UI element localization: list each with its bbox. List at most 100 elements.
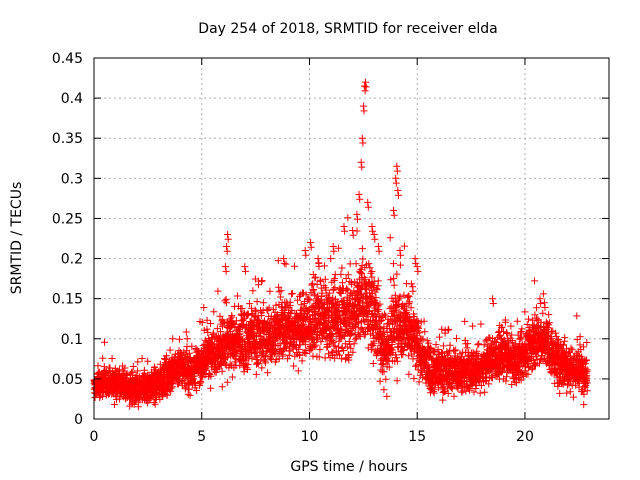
data-point <box>223 247 231 255</box>
data-point <box>361 87 369 95</box>
data-point <box>235 331 243 339</box>
data-point <box>224 235 232 243</box>
data-point <box>390 281 398 289</box>
data-point <box>492 339 500 346</box>
data-point <box>356 195 364 203</box>
data-point <box>450 347 458 355</box>
data-point <box>144 357 152 365</box>
data-point <box>517 376 525 384</box>
data-point <box>583 356 591 364</box>
data-point <box>439 342 447 350</box>
data-point <box>464 340 472 348</box>
data-point <box>580 343 587 351</box>
data-point <box>350 340 358 348</box>
data-point <box>236 330 244 338</box>
data-point <box>197 378 205 386</box>
data-point <box>134 358 142 366</box>
data-point <box>405 293 413 300</box>
data-point <box>266 287 274 295</box>
data-point <box>329 243 337 250</box>
axis-ticks <box>93 57 609 420</box>
data-point <box>186 391 194 399</box>
data-point <box>392 174 400 182</box>
data-point <box>286 347 294 355</box>
data-point <box>291 262 298 270</box>
data-point <box>231 358 239 366</box>
data-point <box>358 163 366 171</box>
data-point <box>322 286 330 294</box>
data-point <box>217 328 224 336</box>
data-point <box>323 327 330 335</box>
data-point <box>361 284 369 292</box>
data-point <box>537 300 545 307</box>
data-point <box>288 290 295 298</box>
data-point <box>533 304 540 312</box>
data-point <box>259 299 267 307</box>
data-point <box>454 353 462 361</box>
data-point <box>439 396 447 404</box>
data-point <box>298 357 306 365</box>
data-point <box>130 400 138 408</box>
data-point <box>583 387 591 395</box>
data-point <box>417 368 425 376</box>
data-point <box>277 293 285 301</box>
data-point <box>395 191 402 199</box>
data-point <box>396 293 404 301</box>
data-point <box>362 83 370 91</box>
data-point <box>294 296 301 304</box>
data-point <box>324 293 332 301</box>
data-point <box>491 338 499 346</box>
data-point <box>482 337 490 345</box>
data-point <box>554 382 562 390</box>
data-point <box>580 401 588 409</box>
data-point <box>327 330 335 337</box>
data-point <box>248 355 256 363</box>
data-point <box>393 270 401 278</box>
y-tick-label: 0.35 <box>52 131 83 147</box>
data-point <box>390 260 397 268</box>
x-axis-title: GPS time / hours <box>290 459 407 475</box>
data-point <box>183 335 191 343</box>
data-point <box>280 259 288 267</box>
data-point <box>279 352 287 360</box>
data-point <box>286 333 293 341</box>
data-point <box>360 107 368 115</box>
data-point <box>335 347 343 355</box>
data-point <box>207 372 215 380</box>
data-point <box>477 382 485 389</box>
data-point <box>390 206 397 214</box>
data-point <box>265 304 273 312</box>
data-point <box>253 360 260 368</box>
data-point <box>223 243 230 250</box>
data-point <box>576 333 584 341</box>
data-point <box>497 369 505 377</box>
data-point <box>392 179 400 187</box>
data-point <box>337 270 345 278</box>
y-tick-label: 0.3 <box>61 171 83 187</box>
data-point <box>260 356 268 364</box>
data-point <box>359 139 367 147</box>
data-point <box>445 325 453 333</box>
data-point <box>140 366 148 374</box>
data-point <box>374 243 382 250</box>
data-point <box>223 378 231 386</box>
data-point <box>539 290 547 298</box>
data-point <box>540 299 548 307</box>
data-point <box>101 338 108 346</box>
data-point <box>415 378 423 386</box>
x-tick-label: 15 <box>408 429 426 445</box>
data-point <box>340 223 348 230</box>
data-point <box>524 370 532 378</box>
data-point <box>224 231 232 238</box>
data-point <box>469 322 477 330</box>
data-point <box>521 308 529 316</box>
x-tick-label: 5 <box>197 429 206 445</box>
data-point <box>283 300 291 308</box>
data-point <box>302 350 310 357</box>
data-point <box>405 352 413 360</box>
data-point <box>295 345 303 353</box>
data-point <box>413 263 421 271</box>
data-point <box>532 352 540 360</box>
data-point <box>489 295 497 303</box>
data-point <box>415 324 422 332</box>
